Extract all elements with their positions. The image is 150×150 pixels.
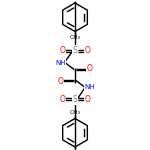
Text: O: O (58, 77, 64, 86)
Text: NH: NH (56, 60, 66, 66)
Text: O: O (59, 95, 65, 104)
Text: O: O (85, 46, 91, 55)
Text: O: O (59, 46, 65, 55)
Text: S: S (73, 95, 77, 104)
Text: S: S (73, 46, 77, 55)
Text: O: O (86, 64, 92, 73)
Text: O: O (85, 95, 91, 104)
Text: NH: NH (84, 84, 94, 90)
Text: CH₃: CH₃ (69, 35, 81, 40)
Text: CH₃: CH₃ (69, 110, 81, 115)
